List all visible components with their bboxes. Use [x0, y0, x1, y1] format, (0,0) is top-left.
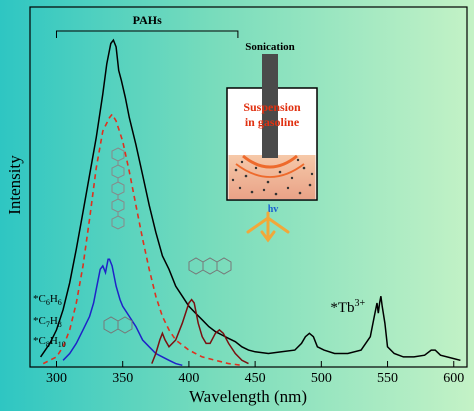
sonication-inset: Sonication Suspension in gasoline hv	[226, 41, 318, 243]
y-axis-label: Intensity	[5, 155, 24, 215]
sonication-probe	[262, 54, 278, 158]
small-molecule-labels: *C6H6 *C7H8 *C8H10	[33, 293, 66, 349]
x-tick-label: 500	[311, 371, 332, 386]
tb-label-text: *Tb	[330, 300, 354, 316]
pahs-bracket: PAHs	[55, 13, 239, 38]
series-line-1	[39, 38, 461, 362]
naphthalene-structure-icon	[103, 316, 133, 334]
pahs-bracket-line	[55, 30, 239, 38]
x-tick-label: 350	[112, 371, 133, 386]
series-line-2	[42, 112, 243, 367]
hv-label: hv	[268, 204, 279, 215]
x-tick-label: 550	[377, 371, 398, 386]
series-line-4	[151, 298, 249, 365]
x-axis-label: Wavelength (nm)	[189, 387, 307, 406]
plot-lines	[39, 38, 461, 367]
anthracene-structure-icon	[188, 257, 232, 275]
suspension-label-line1: Suspension	[243, 100, 301, 114]
molecule-label-c7h8: *C7H8	[33, 315, 62, 329]
pahs-label: PAHs	[133, 13, 162, 27]
terphenyl-structure-icon	[111, 147, 125, 230]
molecule-label-c6h6: *C6H6	[33, 293, 62, 307]
x-tick-label: 400	[178, 371, 199, 386]
x-axis: 300 350 400 450 500 550 600	[46, 361, 464, 386]
sonication-label: Sonication	[245, 41, 295, 53]
cavitation-wave	[242, 154, 298, 169]
x-tick-label: 600	[443, 371, 464, 386]
x-tick-label: 300	[46, 371, 67, 386]
molecule-label-c8h10: *C8H10	[33, 335, 66, 349]
emission-arrows-icon	[246, 211, 290, 243]
tb-superscript: 3+	[355, 298, 366, 309]
cavitation-wave-outer	[235, 163, 305, 178]
plot-frame	[29, 6, 468, 368]
tb-label: *Tb3+	[330, 298, 365, 316]
suspension-label-line2: in gasoline	[245, 115, 300, 129]
particles	[231, 158, 314, 196]
x-tick-label: 450	[245, 371, 266, 386]
